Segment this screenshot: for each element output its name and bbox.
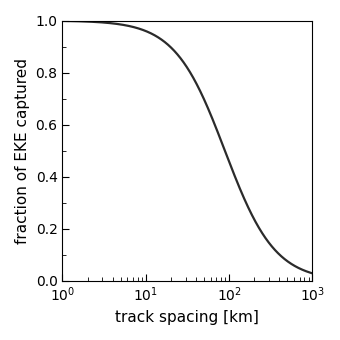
Y-axis label: fraction of EKE captured: fraction of EKE captured xyxy=(15,58,30,244)
X-axis label: track spacing [km]: track spacing [km] xyxy=(116,310,259,325)
